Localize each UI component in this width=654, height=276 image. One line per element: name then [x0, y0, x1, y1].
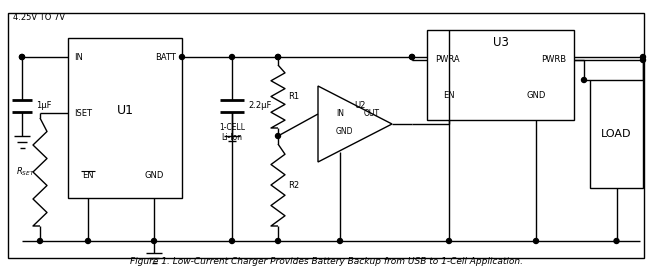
Bar: [8, 13, 644, 258]
Circle shape: [275, 134, 281, 139]
Bar: [68, 38, 182, 198]
Circle shape: [37, 238, 43, 243]
Text: Figure 1. Low-Current Charger Provides Battery Backup from USB to 1-Cell Applica: Figure 1. Low-Current Charger Provides B…: [131, 257, 523, 266]
Text: PWRA: PWRA: [435, 55, 460, 65]
Circle shape: [86, 238, 90, 243]
Circle shape: [447, 238, 451, 243]
Circle shape: [20, 54, 24, 60]
Circle shape: [275, 54, 281, 60]
Text: ISET: ISET: [74, 108, 92, 118]
Text: OUT: OUT: [364, 110, 380, 118]
Text: IN: IN: [74, 54, 83, 62]
Text: IN: IN: [336, 110, 344, 118]
Text: BATT: BATT: [155, 54, 176, 62]
Circle shape: [230, 54, 235, 60]
Text: U3: U3: [492, 36, 508, 49]
Text: 1μF: 1μF: [36, 102, 52, 110]
Circle shape: [230, 238, 235, 243]
Text: R1: R1: [288, 92, 299, 101]
Circle shape: [614, 238, 619, 243]
Text: $R_{SET}$: $R_{SET}$: [16, 166, 35, 178]
Text: R2: R2: [288, 181, 299, 190]
Text: LOAD: LOAD: [601, 129, 632, 139]
Text: GND: GND: [526, 91, 545, 100]
Text: 1-CELL: 1-CELL: [219, 123, 245, 132]
Circle shape: [640, 57, 645, 62]
Text: EN: EN: [443, 91, 455, 100]
Circle shape: [640, 54, 645, 60]
Circle shape: [152, 238, 156, 243]
Circle shape: [337, 238, 343, 243]
Text: U2: U2: [354, 102, 366, 110]
Circle shape: [20, 54, 24, 60]
Text: 2.2μF: 2.2μF: [248, 102, 271, 110]
Circle shape: [179, 54, 184, 60]
Bar: [590, 80, 643, 188]
Circle shape: [534, 238, 538, 243]
Text: 4.25V TO 7V: 4.25V TO 7V: [13, 14, 65, 23]
Text: Li-Ion: Li-Ion: [222, 132, 243, 142]
Text: U1: U1: [116, 104, 133, 116]
Text: PWRB: PWRB: [541, 55, 566, 65]
Circle shape: [409, 54, 415, 60]
Circle shape: [581, 78, 587, 83]
Circle shape: [275, 238, 281, 243]
Circle shape: [409, 54, 415, 60]
Text: GND: GND: [145, 171, 164, 181]
Bar: [427, 30, 574, 120]
Text: EN: EN: [82, 171, 94, 181]
Circle shape: [275, 54, 281, 60]
Text: GND: GND: [336, 128, 354, 137]
